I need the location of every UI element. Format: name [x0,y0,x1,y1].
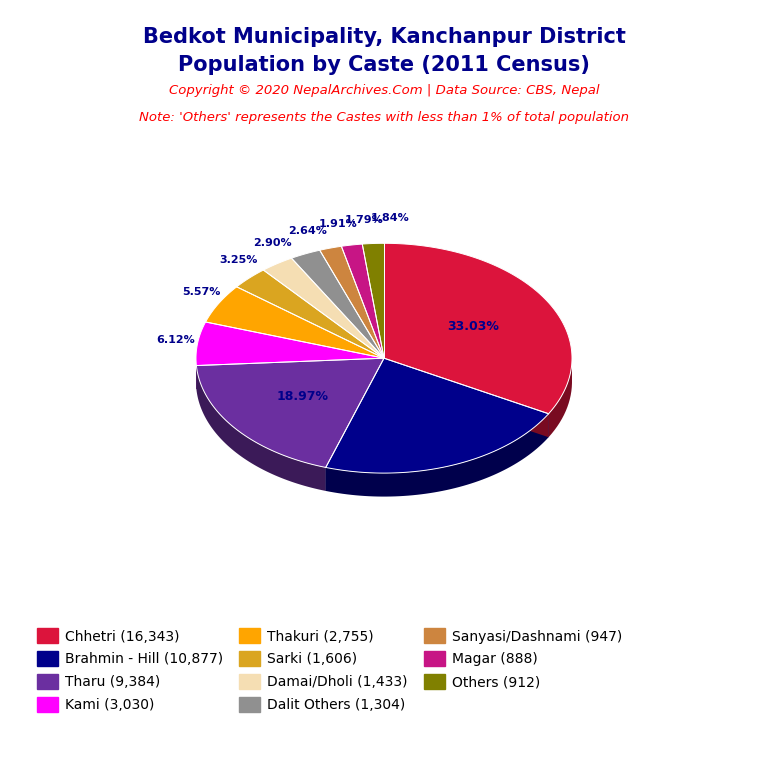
Text: 2.90%: 2.90% [253,238,292,248]
Polygon shape [197,366,326,491]
Polygon shape [197,358,384,389]
Text: 6.12%: 6.12% [157,336,195,346]
Polygon shape [206,286,384,358]
Polygon shape [292,250,384,358]
Polygon shape [342,244,384,358]
Polygon shape [197,358,384,389]
Text: 5.57%: 5.57% [182,286,220,296]
Polygon shape [263,258,384,358]
Polygon shape [326,358,384,491]
Text: Bedkot Municipality, Kanchanpur District: Bedkot Municipality, Kanchanpur District [143,27,625,47]
Polygon shape [362,243,384,358]
Text: 1.91%: 1.91% [319,219,357,229]
Polygon shape [384,243,572,414]
Polygon shape [237,270,384,358]
Polygon shape [196,322,384,366]
Text: 3.25%: 3.25% [220,256,258,266]
Text: 1.84%: 1.84% [371,214,409,223]
Legend: Chhetri (16,343), Brahmin - Hill (10,877), Tharu (9,384), Kami (3,030), Thakuri : Chhetri (16,343), Brahmin - Hill (10,877… [30,621,630,719]
Text: Copyright © 2020 NepalArchives.Com | Data Source: CBS, Nepal: Copyright © 2020 NepalArchives.Com | Dat… [169,84,599,98]
Text: 21.98%: 21.98% [396,410,448,423]
Polygon shape [319,247,384,358]
Polygon shape [326,358,548,473]
Polygon shape [384,358,548,437]
Polygon shape [384,358,548,437]
Text: 33.03%: 33.03% [447,319,499,333]
Text: 18.97%: 18.97% [276,390,328,403]
Text: 2.64%: 2.64% [288,226,327,236]
Polygon shape [548,359,572,437]
Polygon shape [197,358,384,468]
Polygon shape [326,358,384,491]
Text: Note: 'Others' represents the Castes with less than 1% of total population: Note: 'Others' represents the Castes wit… [139,111,629,124]
Polygon shape [326,414,548,497]
Text: Population by Caste (2011 Census): Population by Caste (2011 Census) [178,55,590,75]
Text: 1.79%: 1.79% [345,215,383,225]
